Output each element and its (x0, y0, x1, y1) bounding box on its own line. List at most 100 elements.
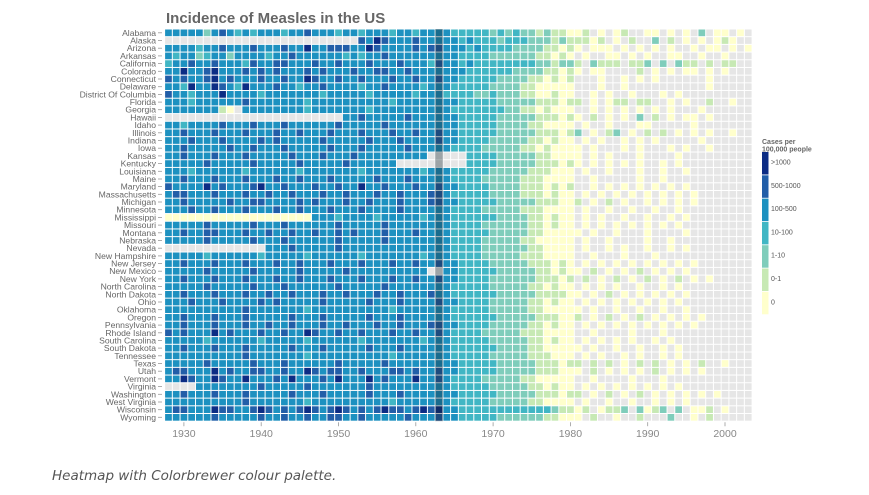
heatmap-cell (219, 37, 226, 44)
heatmap-cell (489, 375, 497, 383)
heatmap-cell (683, 237, 690, 244)
state-label: Florida (130, 97, 156, 107)
heatmap-cell (628, 175, 636, 183)
heatmap-cell (451, 60, 458, 67)
heatmap-cell (219, 121, 226, 129)
heatmap-cell (381, 206, 389, 214)
heatmap-cell (358, 106, 366, 114)
heatmap-cell (327, 283, 335, 290)
heatmap-cell (319, 206, 327, 214)
heatmap-cell (443, 52, 451, 60)
heatmap-cell (288, 321, 296, 329)
heatmap-cell (667, 290, 675, 298)
heatmap-cell (489, 314, 497, 321)
heatmap-cell (373, 298, 381, 306)
heatmap-cell (435, 329, 443, 337)
heatmap-cell (590, 167, 597, 175)
state-label: Michigan (122, 197, 157, 207)
heatmap-cell (559, 244, 567, 252)
heatmap-cell (242, 152, 250, 160)
heatmap-cell (458, 306, 466, 314)
heatmap-cell (482, 329, 489, 337)
heatmap-cell (520, 129, 528, 137)
heatmap-cell (628, 398, 636, 406)
heatmap-cell (605, 406, 613, 413)
heatmap-cell (721, 198, 729, 206)
heatmap-cell (404, 267, 412, 275)
heatmap-cell (737, 290, 744, 298)
heatmap-cell (443, 267, 451, 275)
heatmap-cell (536, 398, 543, 406)
heatmap-cell (528, 183, 536, 190)
heatmap-cell (482, 190, 489, 198)
heatmap-cell (257, 29, 265, 37)
heatmap-cell (188, 121, 196, 129)
heatmap-cell (311, 221, 319, 229)
heatmap-cell (590, 75, 597, 83)
heatmap-cell (335, 290, 342, 298)
heatmap-cell (744, 237, 752, 244)
heatmap-cell (219, 414, 226, 421)
heatmap-cell (744, 121, 752, 129)
heatmap-cell (196, 275, 203, 283)
heatmap-cell (652, 60, 659, 67)
heatmap-cell (474, 121, 482, 129)
heatmap-cell (273, 360, 281, 367)
heatmap-cell (304, 144, 311, 152)
heatmap-cell (567, 252, 574, 260)
heatmap-cell (250, 121, 257, 129)
heatmap-cell (466, 275, 474, 283)
heatmap-cell (319, 244, 327, 252)
state-label: Nevada (126, 243, 156, 253)
heatmap-cell (443, 91, 451, 98)
heatmap-cell (551, 406, 559, 413)
heatmap-cell (373, 75, 381, 83)
heatmap-cell (281, 83, 288, 91)
heatmap-cell (412, 252, 420, 260)
heatmap-cell (327, 29, 335, 37)
heatmap-cell (582, 237, 590, 244)
heatmap-cell (288, 290, 296, 298)
heatmap-cell (296, 306, 304, 314)
heatmap-cell (373, 60, 381, 67)
heatmap-cell (574, 106, 582, 114)
heatmap-cell (335, 175, 342, 183)
heatmap-cell (505, 60, 512, 67)
heatmap-cell (559, 75, 567, 83)
heatmap-cell (698, 275, 706, 283)
heatmap-cell (412, 44, 420, 52)
heatmap-cell (582, 190, 590, 198)
heatmap-cell (180, 314, 188, 321)
heatmap-cell (652, 414, 659, 421)
heatmap-cell (366, 129, 373, 137)
heatmap-cell (737, 390, 744, 398)
heatmap-cell (582, 152, 590, 160)
heatmap-cell (203, 329, 211, 337)
heatmap-cell (350, 221, 358, 229)
heatmap-cell (196, 152, 203, 160)
heatmap-cell (311, 83, 319, 91)
heatmap-cell (636, 375, 644, 383)
heatmap-cell (397, 383, 404, 390)
heatmap-cell (721, 375, 729, 383)
state-label: North Carolina (101, 282, 157, 292)
heatmap-cell (528, 337, 536, 344)
heatmap-cell (397, 290, 404, 298)
heatmap-cell (381, 414, 389, 421)
heatmap-cell (443, 175, 451, 183)
heatmap-cell (366, 267, 373, 275)
heatmap-cell (427, 367, 435, 375)
heatmap-cell (659, 329, 667, 337)
heatmap-cell (219, 398, 226, 406)
heatmap-cell (242, 252, 250, 260)
heatmap-cell (605, 314, 613, 321)
heatmap-cell (250, 98, 257, 106)
heatmap-cell (505, 298, 512, 306)
heatmap-cell (528, 37, 536, 44)
heatmap-cell (667, 252, 675, 260)
heatmap-cell (621, 91, 628, 98)
heatmap-cell (451, 129, 458, 137)
heatmap-cell (219, 52, 226, 60)
heatmap-cell (621, 75, 628, 83)
heatmap-cell (281, 267, 288, 275)
